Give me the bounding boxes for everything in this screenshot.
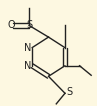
Text: S: S (26, 20, 32, 30)
Text: O: O (7, 20, 15, 30)
Text: N: N (24, 43, 32, 53)
Text: S: S (67, 87, 73, 97)
Text: N: N (24, 61, 32, 71)
